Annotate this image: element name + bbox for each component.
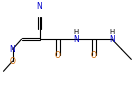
Text: O: O	[91, 51, 97, 60]
Text: H: H	[109, 29, 115, 35]
Text: H: H	[73, 29, 78, 35]
Text: N: N	[73, 35, 79, 44]
Text: O: O	[55, 51, 61, 60]
Text: N: N	[10, 45, 15, 54]
Text: O: O	[10, 57, 15, 66]
Text: N: N	[109, 35, 115, 44]
Text: N: N	[37, 2, 43, 11]
